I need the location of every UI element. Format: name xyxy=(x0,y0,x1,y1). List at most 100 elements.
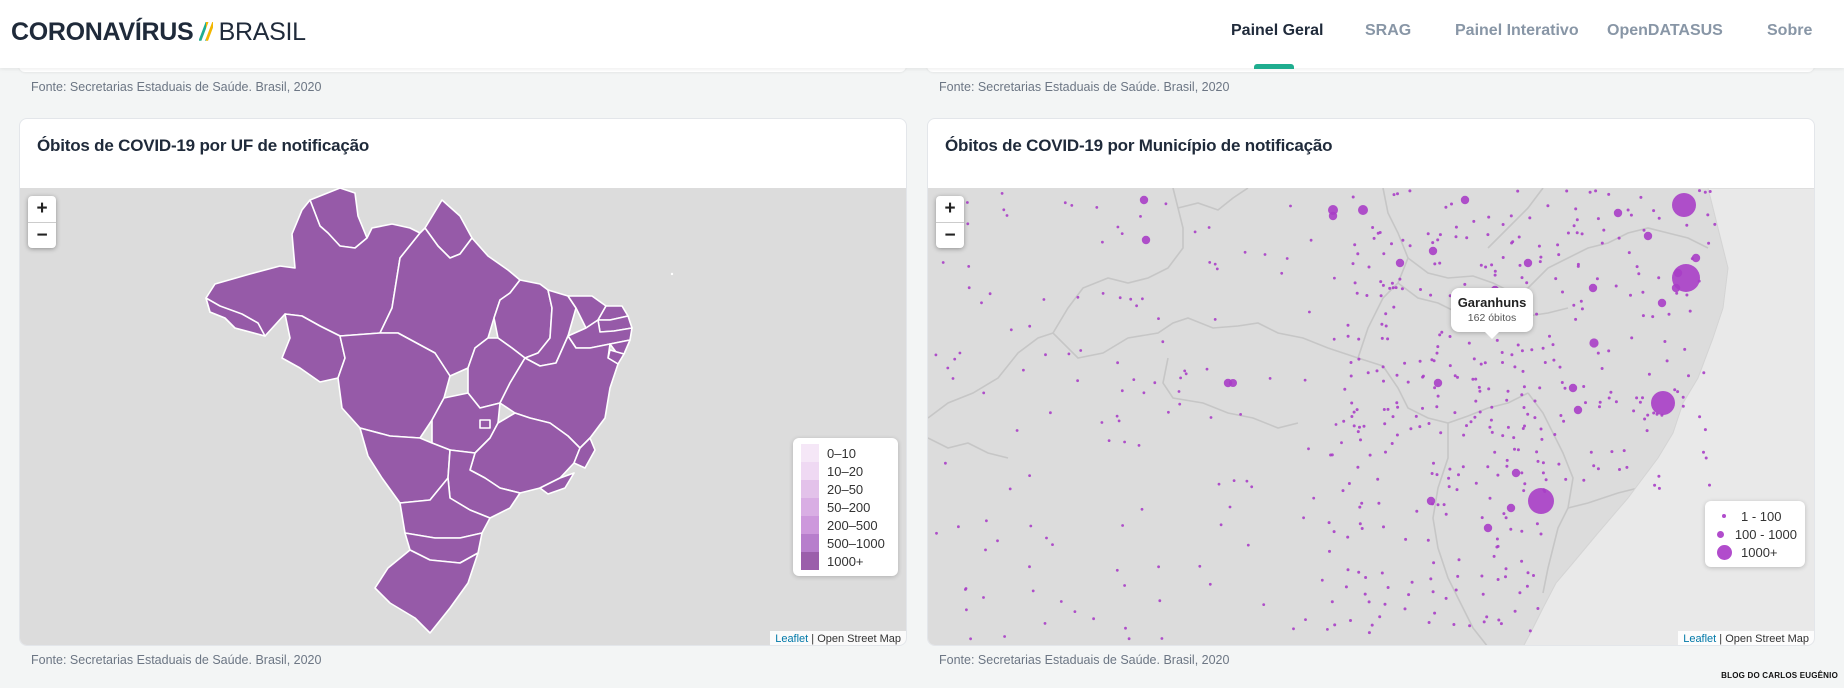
nav-painel-interativo[interactable]: Painel Interativo xyxy=(1455,22,1579,39)
municipio-marker xyxy=(1553,433,1557,436)
municipio-marker xyxy=(1129,297,1133,301)
municipio-marker xyxy=(1388,286,1392,290)
municipio-marker xyxy=(1362,424,1366,428)
municipio-marker xyxy=(1183,369,1187,373)
municipio-marker xyxy=(1340,441,1343,445)
nav-painel-geral[interactable]: Painel Geral xyxy=(1231,22,1324,39)
nav-opendatasus[interactable]: OpenDATASUS xyxy=(1607,22,1723,39)
municipio-marker xyxy=(1418,359,1422,363)
municipio-marker xyxy=(1440,330,1444,334)
municipio-marker xyxy=(1366,371,1370,375)
municipio-marker xyxy=(1478,410,1482,414)
municipio-marker xyxy=(1635,265,1639,269)
nav-sobre[interactable]: Sobre xyxy=(1767,22,1813,39)
municipio-zoom-in-button[interactable]: + xyxy=(944,198,956,219)
municipio-marker xyxy=(1438,261,1442,265)
municipio-marker xyxy=(1596,217,1600,221)
island-marker xyxy=(670,272,674,276)
municipio-marker xyxy=(1302,516,1305,520)
municipio-marker xyxy=(941,261,945,264)
large-municipio-marker xyxy=(1651,391,1675,415)
municipio-marker xyxy=(1356,465,1360,469)
municipio-marker xyxy=(1421,406,1424,410)
municipio-zoom-out-button[interactable]: − xyxy=(936,222,964,248)
municipio-map[interactable]: Garanhuns 162 óbitos + − 1 - 100 100 - 1… xyxy=(928,188,1814,645)
municipio-marker xyxy=(1396,192,1399,196)
municipio-marker xyxy=(1395,433,1399,437)
municipio-marker xyxy=(1352,410,1356,414)
municipio-marker xyxy=(1414,414,1418,418)
source-text-top-right: Fonte: Secretarias Estaduais de Saúde. B… xyxy=(939,80,1230,94)
municipio-marker xyxy=(1228,505,1232,509)
municipio-marker xyxy=(1509,214,1513,218)
municipio-marker xyxy=(1107,439,1111,442)
municipio-marker xyxy=(1486,465,1490,469)
municipio-marker xyxy=(1219,523,1223,527)
municipio-marker xyxy=(1158,599,1162,603)
municipio-marker xyxy=(1003,635,1006,638)
municipio-marker xyxy=(1380,336,1384,340)
municipio-marker xyxy=(1546,204,1550,208)
uf-map[interactable]: + − 0–10 10–20 20–50 50–200 200–500 500–… xyxy=(20,188,906,645)
municipio-marker xyxy=(1353,243,1357,247)
municipio-marker xyxy=(1685,293,1689,297)
municipio-marker xyxy=(1358,425,1361,429)
municipio-map-attribution: Leaflet | Open Street Map xyxy=(1678,631,1814,645)
municipio-marker xyxy=(1368,453,1372,457)
municipio-marker xyxy=(1557,253,1561,257)
municipio-marker xyxy=(1676,390,1680,394)
municipio-marker xyxy=(1632,409,1636,413)
leaflet-link[interactable]: Leaflet xyxy=(775,633,809,645)
municipio-marker xyxy=(1538,260,1542,264)
municipio-marker xyxy=(1044,353,1047,357)
municipio-marker xyxy=(1433,386,1437,390)
municipio-marker xyxy=(1486,233,1490,237)
municipio-marker xyxy=(1141,235,1151,245)
municipio-marker xyxy=(1610,450,1614,454)
uf-zoom-out-button[interactable]: − xyxy=(28,222,56,248)
municipio-marker xyxy=(1506,389,1510,393)
municipio-marker xyxy=(1327,521,1331,525)
municipio-marker xyxy=(1379,294,1383,298)
uf-zoom-in-button[interactable]: + xyxy=(36,198,48,219)
nav-srag[interactable]: SRAG xyxy=(1365,22,1412,39)
municipio-marker xyxy=(1367,600,1371,604)
site-logo[interactable]: CORONAVÍRUS//BRASIL xyxy=(11,18,306,47)
municipio-marker xyxy=(1645,429,1649,433)
leaflet-link[interactable]: Leaflet xyxy=(1683,633,1717,645)
municipio-marker xyxy=(1160,637,1164,640)
municipio-marker xyxy=(1350,415,1354,418)
municipio-marker xyxy=(1350,401,1354,405)
municipio-marker xyxy=(1538,386,1542,390)
municipio-marker xyxy=(1488,425,1492,429)
municipio-tooltip: Garanhuns 162 óbitos xyxy=(1451,288,1533,339)
municipio-marker xyxy=(1455,488,1459,492)
uf-legend-swatch xyxy=(801,480,819,498)
municipio-marker xyxy=(1209,416,1213,419)
municipio-marker xyxy=(1250,485,1254,489)
municipio-marker xyxy=(1376,231,1380,235)
municipio-marker xyxy=(1652,209,1656,213)
municipio-marker xyxy=(1079,349,1083,352)
municipio-marker xyxy=(1308,310,1311,314)
municipio-marker xyxy=(1157,317,1160,320)
state-borders xyxy=(928,188,1709,645)
municipio-marker xyxy=(1421,375,1425,379)
municipio-marker xyxy=(1403,361,1407,365)
municipio-marker xyxy=(1400,287,1404,291)
municipio-marker xyxy=(1528,629,1532,633)
municipio-marker xyxy=(1120,389,1124,393)
municipio-marker xyxy=(1510,241,1514,245)
municipio-marker xyxy=(1704,456,1708,460)
municipio-marker xyxy=(1383,422,1387,426)
municipio-marker xyxy=(1357,357,1361,361)
municipio-marker xyxy=(1626,208,1630,212)
municipio-card-title: Óbitos de COVID-19 por Município de noti… xyxy=(945,136,1333,155)
state-df xyxy=(479,419,491,429)
municipio-marker xyxy=(1706,213,1710,217)
municipio-marker xyxy=(1663,340,1667,343)
municipio-marker xyxy=(1217,482,1221,486)
municipio-marker xyxy=(1629,293,1632,297)
municipio-marker xyxy=(1375,369,1379,373)
municipio-marker xyxy=(1641,314,1645,318)
